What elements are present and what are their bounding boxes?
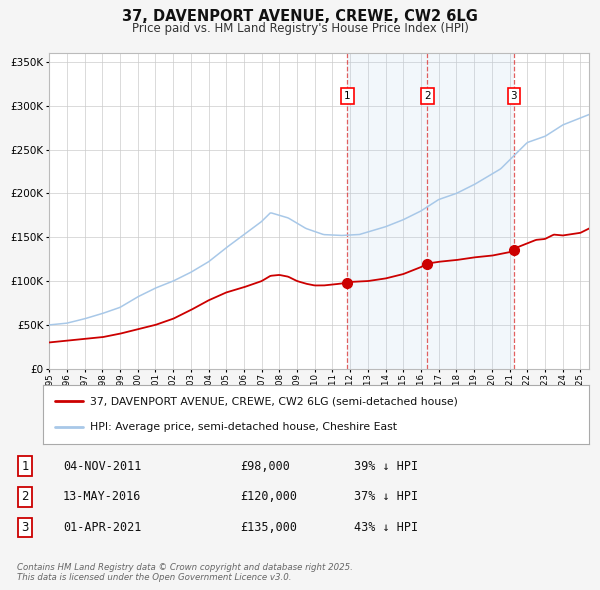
- Text: 37, DAVENPORT AVENUE, CREWE, CW2 6LG: 37, DAVENPORT AVENUE, CREWE, CW2 6LG: [122, 9, 478, 24]
- Text: 43% ↓ HPI: 43% ↓ HPI: [354, 521, 418, 534]
- Bar: [347, 53, 514, 369]
- Text: HPI: Average price, semi-detached house, Cheshire East: HPI: Average price, semi-detached house,…: [89, 422, 397, 432]
- Text: 2: 2: [424, 91, 431, 101]
- Text: 2: 2: [22, 490, 29, 503]
- Text: 01-APR-2021: 01-APR-2021: [63, 521, 142, 534]
- Text: 37, DAVENPORT AVENUE, CREWE, CW2 6LG (semi-detached house): 37, DAVENPORT AVENUE, CREWE, CW2 6LG (se…: [89, 396, 457, 406]
- Text: £98,000: £98,000: [240, 460, 290, 473]
- Text: 39% ↓ HPI: 39% ↓ HPI: [354, 460, 418, 473]
- Text: Price paid vs. HM Land Registry's House Price Index (HPI): Price paid vs. HM Land Registry's House …: [131, 22, 469, 35]
- Text: Contains HM Land Registry data © Crown copyright and database right 2025.
This d: Contains HM Land Registry data © Crown c…: [17, 563, 353, 582]
- Text: 13-MAY-2016: 13-MAY-2016: [63, 490, 142, 503]
- Text: £135,000: £135,000: [240, 521, 297, 534]
- Text: 1: 1: [22, 460, 29, 473]
- Text: 3: 3: [511, 91, 517, 101]
- Text: £120,000: £120,000: [240, 490, 297, 503]
- Text: 1: 1: [344, 91, 351, 101]
- Text: 3: 3: [22, 521, 29, 534]
- Text: 04-NOV-2011: 04-NOV-2011: [63, 460, 142, 473]
- Text: 37% ↓ HPI: 37% ↓ HPI: [354, 490, 418, 503]
